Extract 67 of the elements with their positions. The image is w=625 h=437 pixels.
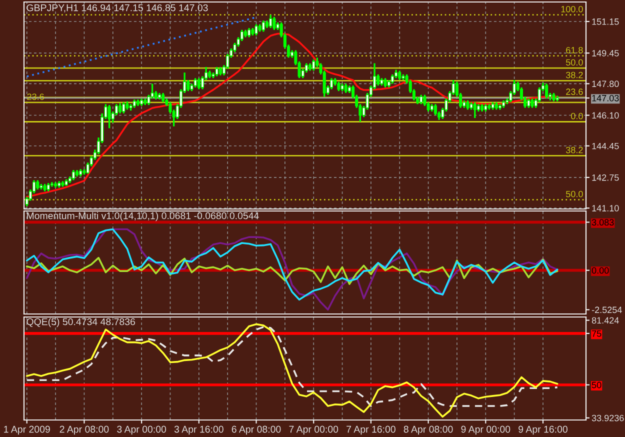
candlestick — [197, 77, 200, 90]
y-tick-label: 50 — [592, 382, 602, 388]
candlestick — [118, 102, 122, 114]
y-tick-label: 151.15 — [592, 18, 619, 25]
y-tick-label: 0.00 — [592, 267, 609, 274]
candlestick — [194, 77, 197, 88]
candlestick — [122, 101, 126, 114]
x-tick-label: 7 Apr 00:00 — [289, 426, 338, 435]
y-tick-label: 33.9236 — [592, 414, 624, 422]
candlestick — [108, 104, 111, 130]
candlestick — [398, 70, 402, 81]
annotation: 38.2 — [566, 72, 583, 78]
annotation: 0.0 — [571, 112, 583, 120]
candlestick — [269, 14, 272, 29]
candlestick — [254, 23, 258, 36]
candlestick — [72, 169, 75, 182]
candlestick — [248, 27, 251, 38]
candlestick — [312, 58, 316, 72]
y-tick-label: 75 — [592, 330, 602, 337]
x-tick-label: 3 Apr 16:00 — [174, 426, 224, 435]
y-tick-label: 147.03 — [592, 94, 619, 102]
candlestick — [186, 79, 190, 92]
candlestick — [376, 74, 380, 86]
x-tick-label: 9 Apr 00:00 — [461, 426, 510, 435]
annotation: 23.6 — [566, 88, 583, 95]
candlestick — [272, 16, 276, 31]
annotation: 100.0 — [561, 6, 583, 12]
candlestick — [262, 20, 265, 33]
annotation: 38.2 — [566, 146, 583, 154]
x-tick-label: 7 Apr 16:00 — [346, 426, 396, 435]
line-series — [26, 256, 558, 285]
chart-title: GBPJPY,H1 146.94 147.15 146.85 147.03 — [26, 4, 208, 12]
y-tick-label: 144.45 — [592, 142, 619, 150]
chart-title: Momentum-Multi v1.0(14,10,1) 0.0681 -0.0680 0.0544 — [27, 212, 259, 222]
annotation: 23.6 — [27, 94, 44, 100]
x-tick-label: 6 Apr 08:00 — [232, 426, 281, 435]
candlestick — [473, 101, 476, 119]
x-tick-label: 8 Apr 08:00 — [404, 426, 453, 435]
candlestick — [530, 98, 534, 109]
candlestick — [162, 92, 165, 104]
y-tick-label: 147.80 — [592, 80, 619, 88]
x-tick-label: 9 Apr 16:00 — [518, 426, 568, 435]
x-tick-label: 1 Apr 2009 — [4, 426, 50, 435]
x-tick-label: 3 Apr 00:00 — [117, 426, 166, 435]
candlestick — [36, 179, 40, 190]
candlestick — [466, 100, 470, 111]
candlestick — [434, 103, 437, 116]
y-tick-label: -2.5254 — [592, 306, 622, 314]
annotation: 50.0 — [566, 59, 583, 66]
x-tick-label: 2 Apr 08:00 — [60, 426, 109, 435]
candlestick — [545, 82, 548, 100]
candlestick — [384, 77, 387, 88]
annotation: 61.8 — [566, 46, 583, 54]
y-tick-label: 3.083 — [592, 219, 614, 226]
y-tick-label: 141.10 — [592, 205, 619, 212]
y-tick-label: 149.45 — [592, 50, 619, 56]
y-tick-label: 142.75 — [592, 174, 619, 181]
candlestick — [337, 80, 340, 92]
y-tick-label: 146.10 — [592, 112, 619, 119]
annotation: 50.0 — [566, 190, 583, 198]
candlestick — [527, 98, 530, 109]
candlestick — [420, 94, 423, 105]
y-tick-label: 81.424 — [592, 317, 619, 324]
candlestick — [215, 66, 218, 78]
chart-title: QQE(5) 50.4734 48.7836 — [26, 318, 135, 328]
candlestick — [344, 82, 348, 94]
candlestick — [390, 74, 394, 85]
